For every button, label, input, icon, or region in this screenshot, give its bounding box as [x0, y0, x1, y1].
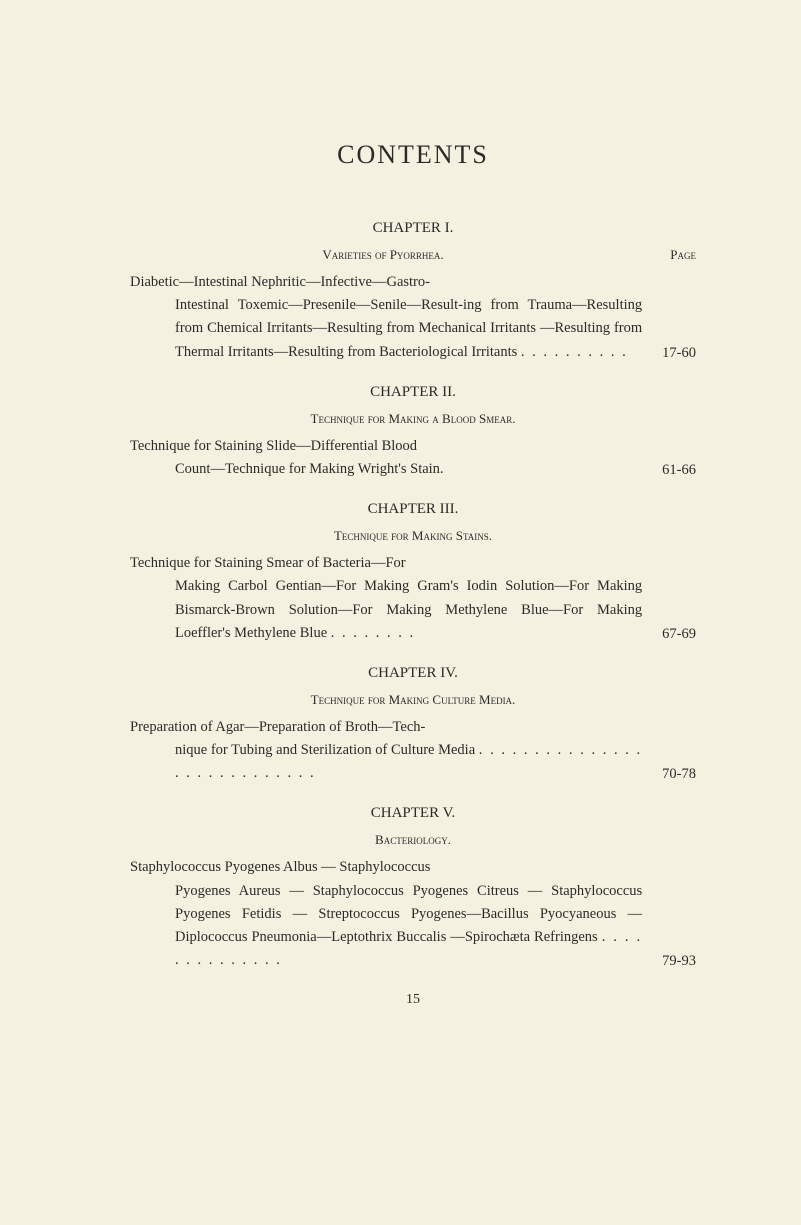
chapter-heading: CHAPTER I.	[130, 220, 696, 237]
entry-page-range: 17-60	[642, 345, 696, 364]
entry-page-range: 67-69	[642, 626, 696, 645]
chapter-heading: CHAPTER V.	[130, 805, 696, 822]
entry-page-range: 79-93	[642, 953, 696, 972]
chapter-1: CHAPTER I. Varieties of Pyorrhea. Page D…	[130, 220, 696, 364]
entry-text: Staphylococcus Pyogenes Albus — Staphylo…	[130, 856, 642, 972]
entry-text: Technique for Staining Slide—Differentia…	[130, 435, 642, 481]
page-column-label: Page	[636, 247, 696, 263]
chapter-3: CHAPTER III. Technique for Making Stains…	[130, 501, 696, 645]
section-title: Technique for Making Culture Media.	[130, 692, 696, 708]
entry-text: Technique for Staining Smear of Bacteria…	[130, 552, 642, 645]
toc-entry: Preparation of Agar—Preparation of Broth…	[130, 716, 696, 786]
entry-page-range: 61-66	[642, 462, 696, 481]
chapter-heading: CHAPTER III.	[130, 501, 696, 518]
section-title: Technique for Making Stains.	[130, 528, 696, 544]
page-number: 15	[130, 992, 696, 1008]
chapter-heading: CHAPTER II.	[130, 384, 696, 401]
toc-entry: Technique for Staining Smear of Bacteria…	[130, 552, 696, 645]
entry-text: Diabetic—Intestinal Nephritic—Infective—…	[130, 271, 642, 364]
toc-entry: Diabetic—Intestinal Nephritic—Infective—…	[130, 271, 696, 364]
entry-page-range: 70-78	[642, 766, 696, 785]
entry-text: Preparation of Agar—Preparation of Broth…	[130, 716, 642, 786]
chapter-2: CHAPTER II. Technique for Making a Blood…	[130, 384, 696, 481]
section-title: Varieties of Pyorrhea.	[130, 247, 636, 263]
chapter-heading: CHAPTER IV.	[130, 665, 696, 682]
chapter-5: CHAPTER V. Bacteriology. Staphylococcus …	[130, 805, 696, 972]
contents-title: CONTENTS	[130, 140, 696, 170]
section-title: Bacteriology.	[130, 832, 696, 848]
section-title: Technique for Making a Blood Smear.	[130, 411, 696, 427]
toc-entry: Technique for Staining Slide—Differentia…	[130, 435, 696, 481]
toc-entry: Staphylococcus Pyogenes Albus — Staphylo…	[130, 856, 696, 972]
chapter-4: CHAPTER IV. Technique for Making Culture…	[130, 665, 696, 786]
